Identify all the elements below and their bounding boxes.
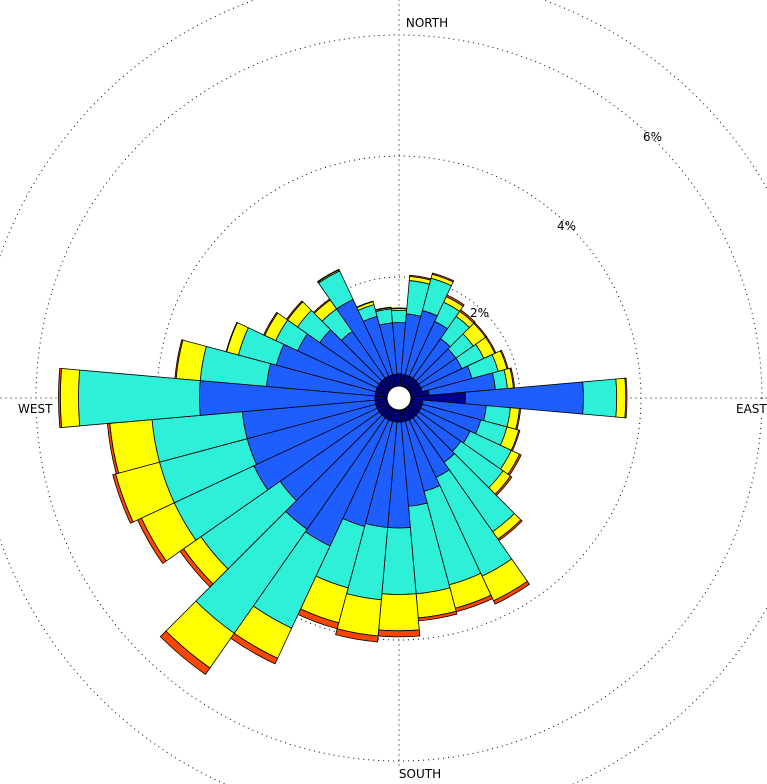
sector-190	[335, 409, 399, 643]
sector-bar-segment	[58, 367, 63, 429]
sector-bar-segment	[112, 473, 134, 524]
label-background	[735, 402, 766, 416]
sector-160	[401, 408, 494, 613]
sector-230	[179, 404, 392, 588]
sector-280	[174, 339, 388, 398]
sector-bar-segment	[286, 300, 304, 321]
sector-bar-segment	[377, 629, 421, 638]
north-label: NORTH	[406, 16, 448, 30]
sector-bar-segment	[59, 368, 81, 428]
sector-10	[399, 274, 432, 387]
sector-bar-segment	[316, 268, 340, 283]
sector-bar-segment	[356, 300, 374, 309]
grid-circle	[35, 34, 763, 762]
sector-30	[403, 294, 465, 389]
sector-bar-segment	[378, 593, 420, 632]
radial-tick-label: 6%	[643, 130, 662, 144]
sector-bar-segment	[390, 309, 408, 324]
sector-bar-segment	[445, 294, 465, 307]
chart-labels: NORTH EAST SOUTH WEST 2% 4% 6%	[17, 16, 767, 781]
sector-bar-segment	[390, 307, 408, 310]
sector-bar-segment	[159, 630, 211, 676]
sector-240	[137, 402, 390, 565]
sector-350	[374, 306, 399, 387]
sector-130	[406, 404, 513, 497]
sector-50	[406, 321, 488, 392]
sector-bar-segment	[225, 321, 238, 353]
label-background	[397, 767, 443, 781]
sector-180	[377, 409, 421, 638]
east-label: EAST	[736, 402, 767, 416]
sector-140	[405, 405, 523, 542]
sector-100	[410, 398, 522, 431]
sector-bar-segment	[335, 628, 379, 643]
sector-bar-segment	[615, 377, 627, 419]
calm-circle	[386, 385, 412, 411]
sector-270	[58, 367, 388, 429]
sector-330	[316, 268, 395, 389]
sector-bar-segment	[263, 311, 279, 336]
sector-300	[263, 311, 390, 394]
sector-150	[403, 407, 530, 605]
label-background	[17, 402, 55, 416]
radial-tick-label: 4%	[557, 219, 576, 233]
label-background	[404, 16, 450, 30]
west-label: WEST	[18, 402, 53, 416]
sector-bar-segment	[431, 272, 455, 283]
sector-bar-segment	[374, 306, 392, 311]
sector-bar-segment	[174, 339, 184, 379]
sector-bar-segment	[493, 580, 530, 605]
south-label: SOUTH	[399, 767, 441, 781]
sector-bar-segment	[582, 378, 618, 418]
sector-110	[409, 400, 521, 452]
radial-tick-label: 2%	[470, 306, 489, 320]
sector-210	[230, 407, 395, 665]
sector-260	[106, 398, 388, 475]
sector-bar-segment	[459, 309, 476, 324]
sector-250	[112, 400, 389, 524]
sector-bar-segment	[624, 377, 628, 419]
sector-170	[399, 409, 458, 622]
sector-200	[297, 408, 397, 630]
sector-220	[159, 405, 393, 676]
sector-bars	[58, 268, 628, 676]
sector-20	[401, 272, 455, 388]
sector-70	[409, 349, 509, 396]
sector-290	[225, 321, 389, 396]
